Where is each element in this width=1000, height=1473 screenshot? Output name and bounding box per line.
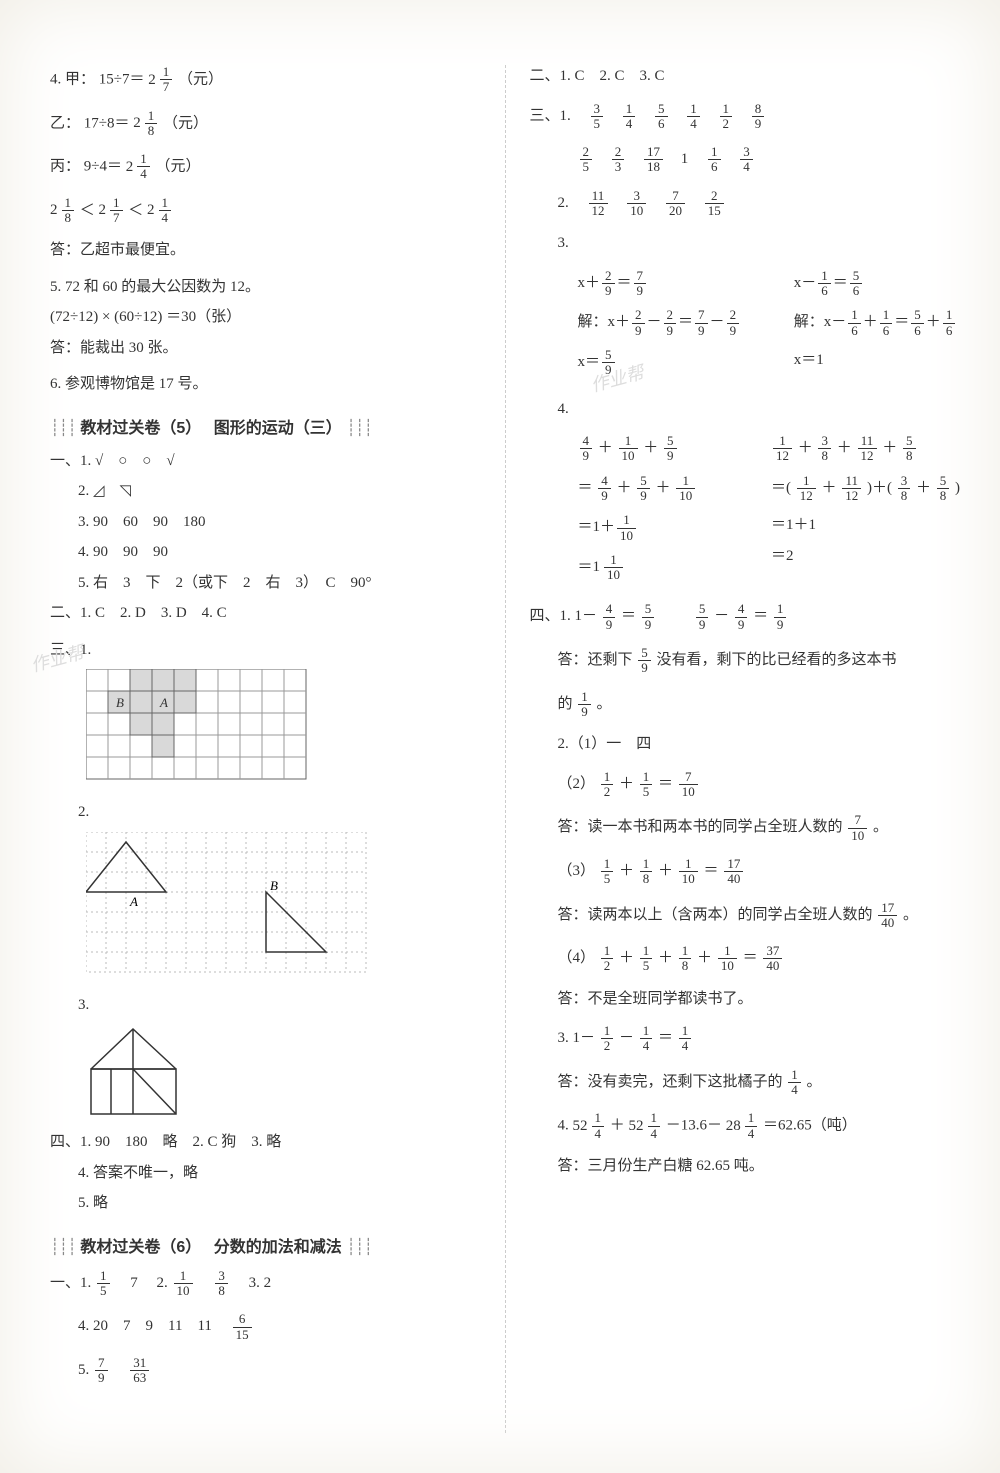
dots-icon: ┊┊┊ [50, 420, 76, 437]
calcA: 49 ＋ 110 ＋ 59 ＝ 49 ＋ 59 ＋ 110 ＝1＋110 ＝11… [578, 434, 721, 592]
left-column: 4. 甲： 15÷7＝ 2 17 （元） 乙： 17÷8＝ 2 18 （元） 丙… [50, 65, 481, 1433]
fig3-svg [86, 1024, 186, 1119]
svg-text:A: A [129, 894, 138, 909]
s6-yi4: 4. 20 7 9 11 11 615 [50, 1312, 481, 1342]
r-san3-eqs: x＋29＝79 解：x＋29－29＝79－29 x＝59 x－16＝56 解：x… [530, 269, 961, 388]
r-si3-ans: 答：没有卖完，还剩下这批橘子的 14 。 [530, 1068, 961, 1098]
txt: 4. 甲： [50, 72, 95, 88]
q5-l2: (72÷12) × (60÷12) ＝30（张） [50, 306, 481, 329]
q4-compare: 218 ＜ 217 ＜ 214 [50, 196, 481, 226]
q5-l3: 答：能裁出 30 张。 [50, 337, 481, 360]
s5-yi4: 4. 90 90 90 [50, 541, 481, 564]
r-san1-row1: 三、1. 35 14 56 14 12 89 [530, 102, 961, 132]
r-san3-label: 3. [530, 232, 961, 255]
right-column: 二、1. C 2. C 3. C 三、1. 35 14 56 14 12 89 … [530, 65, 961, 1433]
q4-answer: 答：乙超市最便宜。 [50, 239, 481, 262]
q4-jia: 4. 甲： 15÷7＝ 2 17 （元） [50, 65, 481, 95]
r-si4: 4. 5214 ＋ 5214 －13.6－ 2814 ＝62.65（吨） [530, 1111, 961, 1141]
s5-san1-label: 三、1. [50, 639, 481, 662]
r-si1-ans2: 的 19 。 [530, 690, 961, 720]
r-si3: 3. 1－ 12 － 14 ＝ 14 [530, 1024, 961, 1054]
eqB: x－16＝56 解：x－16＋16＝56＋16 x＝1 [794, 269, 960, 388]
s6-yi5: 5. 79 3163 [50, 1356, 481, 1386]
dots-icon: ┊┊┊ [50, 1239, 76, 1256]
r-si4-ans: 答：三月份生产白糖 62.65 吨。 [530, 1155, 961, 1178]
r-er: 二、1. C 2. C 3. C [530, 65, 961, 88]
s5-si5: 5. 略 [50, 1192, 481, 1215]
r-si2-4-ans: 答：不是全班同学都读书了。 [530, 988, 961, 1011]
column-divider [505, 65, 506, 1433]
r-si1-ans: 答：还剩下 59 没有看，剩下的比已经看的多这本书 [530, 646, 961, 676]
q4-bing: 丙： 9÷4＝ 2 14 （元） [50, 152, 481, 182]
txt: 15÷7＝ [99, 72, 145, 88]
r-si2-2: （2） 12 ＋ 15 ＝ 710 [530, 770, 961, 800]
figure-1-grid: B A [86, 669, 481, 789]
mixed-fraction: 2 17 [148, 65, 174, 95]
two-column-layout: 4. 甲： 15÷7＝ 2 17 （元） 乙： 17÷8＝ 2 18 （元） 丙… [50, 65, 960, 1433]
q5-l1: 5. 72 和 60 的最大公因数为 12。 [50, 276, 481, 299]
r-si2-3: （3） 15 ＋ 18 ＋ 110 ＝ 1740 [530, 857, 961, 887]
fig2-svg: A B [86, 832, 376, 982]
figure-3-house [86, 1024, 481, 1119]
s5-si: 四、1. 90 180 略 2. C 狗 3. 略 [50, 1131, 481, 1154]
r-si1: 四、1. 1－ 49 ＝ 59 59 － 49 ＝ 19 [530, 602, 961, 632]
dots-icon: ┊┊┊ [346, 1239, 372, 1256]
figure-2-grid: A B [86, 832, 481, 982]
svg-text:A: A [159, 695, 168, 710]
fig1-svg: B A [86, 669, 316, 789]
s5-san3-label: 3. [50, 994, 481, 1017]
r-si2-1: 2.（1）一 四 [530, 733, 961, 756]
sec6-title: ┊┊┊ 教材过关卷（6） 分数的加法和减法 ┊┊┊ [50, 1233, 481, 1257]
s6-yi1: 一、1. 15 7 2. 110 38 3. 2 [50, 1269, 481, 1299]
s5-si4: 4. 答案不唯一，略 [50, 1162, 481, 1185]
s5-yi5: 5. 右 3 下 2（或下 2 右 3） C 90° [50, 572, 481, 595]
eqA: x＋29＝79 解：x＋29－29＝79－29 x＝59 [578, 269, 744, 388]
q6: 6. 参观博物馆是 17 号。 [50, 373, 481, 396]
r-si2-2-ans: 答：读一本书和两本书的同学占全班人数的 710 。 [530, 813, 961, 843]
r-san2: 2. 1112 310 720 215 [530, 189, 961, 219]
s5-yi3: 3. 90 60 90 180 [50, 511, 481, 534]
s5-yi2: 2. ◿ ◹ [50, 480, 481, 503]
svg-text:B: B [116, 695, 124, 710]
r-si2-3-ans: 答：读两本以上（含两本）的同学占全班人数的 1740 。 [530, 901, 961, 931]
r-san4-calcs: 49 ＋ 110 ＋ 59 ＝ 49 ＋ 59 ＋ 110 ＝1＋110 ＝11… [530, 434, 961, 592]
r-san1-row2: 25 23 1718 1 16 34 [530, 145, 961, 175]
txt: （元） [178, 72, 223, 88]
s5-san2-label: 2. [50, 801, 481, 824]
q4-yi: 乙： 17÷8＝ 2 18 （元） [50, 109, 481, 139]
s5-yi1: 一、1. √ ○ ○ √ [50, 450, 481, 473]
dots-icon: ┊┊┊ [346, 420, 372, 437]
sec5-title: ┊┊┊ 教材过关卷（5） 图形的运动（三） ┊┊┊ [50, 414, 481, 438]
r-san4-label: 4. [530, 398, 961, 421]
calcB: 112 ＋ 38 ＋ 1112 ＋ 58 ＝( 112 ＋ 1112 )＋( 3… [771, 434, 960, 592]
svg-text:B: B [270, 878, 278, 893]
s5-er: 二、1. C 2. D 3. D 4. C [50, 602, 481, 625]
r-si2-4: （4） 12 ＋ 15 ＋ 18 ＋ 110 ＝ 3740 [530, 944, 961, 974]
